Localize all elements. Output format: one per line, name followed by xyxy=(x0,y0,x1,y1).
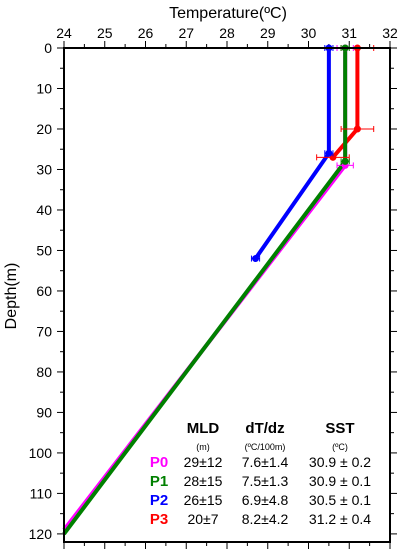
table-cell: 20±7 xyxy=(187,511,218,527)
table-cell: 30.5 ± 0.1 xyxy=(309,492,371,508)
data-point xyxy=(252,255,260,263)
table-header: MLD xyxy=(187,420,220,437)
table-row-name: P0 xyxy=(150,454,168,471)
x-axis-title: Temperature(ºC) xyxy=(169,5,287,22)
x-tick-label: 30 xyxy=(301,25,317,41)
y-tick-label: 70 xyxy=(36,323,52,339)
y-tick-label: 110 xyxy=(30,485,53,501)
axis-ticks: 24 25 26 27 28 29 30 31 32 0 10 20 30 40 50 60 70 80 90 100… xyxy=(29,25,398,549)
table-header: SST xyxy=(325,420,354,437)
table-header: dT/dz xyxy=(245,420,284,437)
stats-table: MLD (m) dT/dz (ºC/100m) SST (ºC) P0 29±12 7.6±1.… xyxy=(150,420,371,528)
table-row-name: P1 xyxy=(150,473,168,490)
series-line-p2 xyxy=(253,48,331,260)
x-tick-label: 31 xyxy=(341,25,357,41)
y-tick-label: 40 xyxy=(36,202,52,218)
table-header-unit: (ºC) xyxy=(332,442,348,452)
table-cell: 7.5±1.3 xyxy=(242,473,289,489)
table-row-name: P3 xyxy=(150,511,168,528)
table-cell: 26±15 xyxy=(184,492,223,508)
series-lines xyxy=(62,44,375,536)
data-point xyxy=(353,125,361,133)
table-header-unit: (m) xyxy=(196,442,210,452)
data-point xyxy=(325,149,333,157)
table-row-name: P2 xyxy=(150,492,168,509)
y-tick-label: 60 xyxy=(36,283,52,299)
x-tick-label: 26 xyxy=(138,25,154,41)
y-tick-label: 0 xyxy=(44,40,52,56)
table-cell: 7.6±1.4 xyxy=(242,454,289,470)
y-tick-label: 50 xyxy=(36,242,52,258)
x-tick-label: 32 xyxy=(382,25,398,41)
table-header-unit: (ºC/100m) xyxy=(245,442,286,452)
x-tick-label: 27 xyxy=(178,25,194,41)
table-cell: 6.9±4.8 xyxy=(242,492,289,508)
table-cell: 30.9 ± 0.2 xyxy=(309,454,371,470)
table-cell: 28±15 xyxy=(184,473,223,489)
y-tick-label: 100 xyxy=(29,445,53,461)
data-point xyxy=(341,157,349,165)
table-cell: 31.2 ± 0.4 xyxy=(309,511,371,527)
x-tick-label: 25 xyxy=(97,25,113,41)
table-cell: 30.9 ± 0.1 xyxy=(309,473,371,489)
y-tick-label: 30 xyxy=(36,161,52,177)
y-axis-title: Depth(m) xyxy=(3,263,20,330)
x-tick-label: 28 xyxy=(219,25,235,41)
table-cell: 8.2±4.2 xyxy=(242,511,289,527)
y-tick-label: 80 xyxy=(36,364,52,380)
y-tick-label: 10 xyxy=(36,80,52,96)
table-cell: 29±12 xyxy=(184,454,223,470)
plot-frame xyxy=(63,47,391,543)
y-tick-label: 120 xyxy=(29,526,53,542)
y-tick-label: 20 xyxy=(36,121,52,137)
x-tick-label: 29 xyxy=(260,25,276,41)
x-tick-label: 24 xyxy=(56,25,72,41)
y-tick-label: 90 xyxy=(36,404,52,420)
